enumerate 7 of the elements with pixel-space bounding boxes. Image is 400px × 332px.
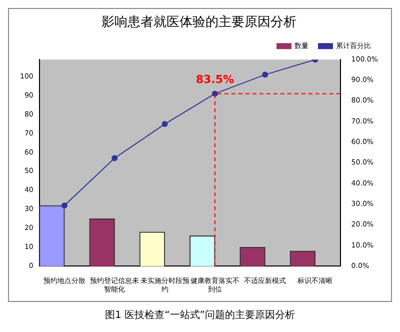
chart-title: 影响患者就医体验的主要原因分析 xyxy=(102,14,296,30)
caption: 图1 医技检查“一站式”问题的主要原因分析 xyxy=(104,308,296,322)
point xyxy=(61,202,68,208)
point xyxy=(262,72,268,78)
annotation: 83.5% xyxy=(196,73,234,86)
point xyxy=(112,155,118,162)
point xyxy=(162,121,168,128)
